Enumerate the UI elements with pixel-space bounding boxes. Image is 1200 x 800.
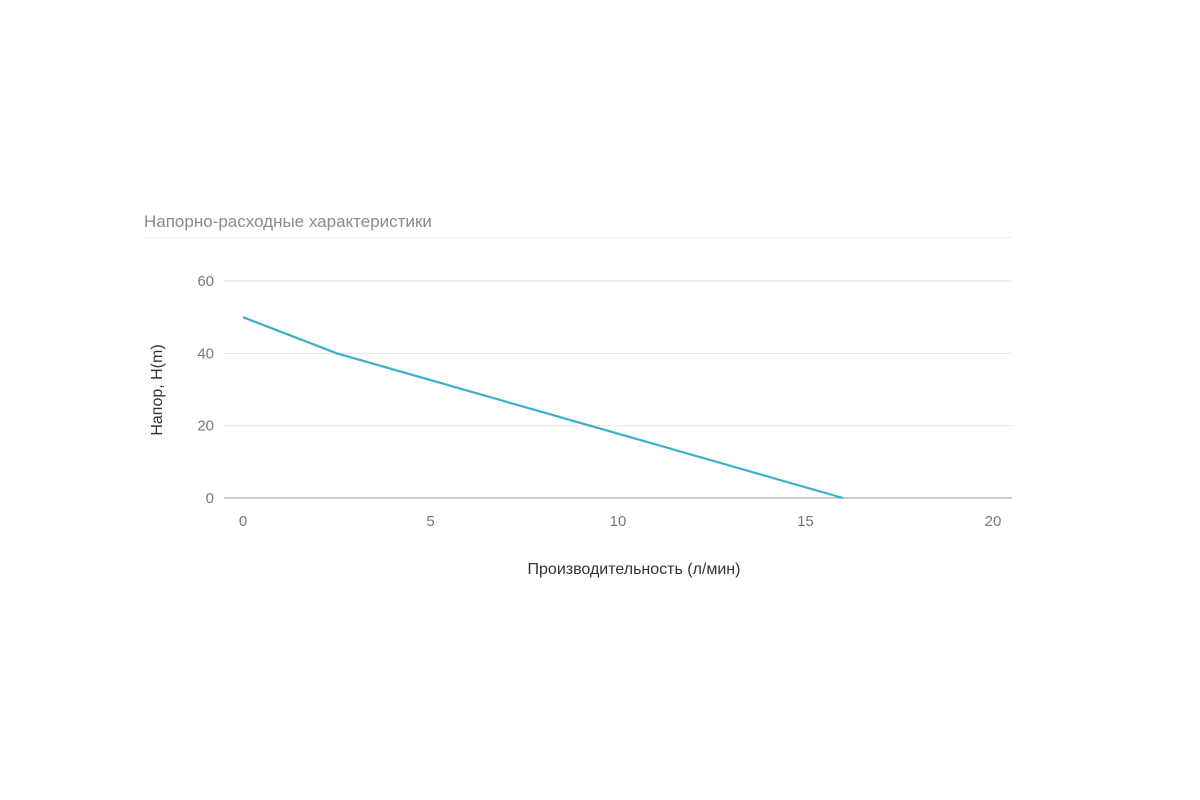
x-tick-label: 20 xyxy=(985,513,1002,530)
tick-labels: 0 20 40 60 0 5 10 15 20 xyxy=(197,273,1001,530)
y-tick-label: 40 xyxy=(197,345,214,362)
x-tick-label: 5 xyxy=(426,513,434,530)
x-tick-label: 0 xyxy=(239,513,247,530)
series-layer xyxy=(242,316,844,500)
y-tick-label: 0 xyxy=(206,490,214,507)
chart-title: Напорно-расходные характеристики xyxy=(144,212,432,231)
y-tick-label: 20 xyxy=(197,418,214,435)
title-divider xyxy=(144,237,1012,238)
series-line-0 xyxy=(242,316,844,500)
grid xyxy=(224,280,1012,499)
y-axis-title: Напор, H(m) xyxy=(149,344,166,435)
x-axis-title: Производительность (л/мин) xyxy=(528,561,741,578)
y-tick-label: 60 xyxy=(197,273,214,290)
x-tick-label: 15 xyxy=(797,513,814,530)
x-tick-label: 10 xyxy=(610,513,627,530)
